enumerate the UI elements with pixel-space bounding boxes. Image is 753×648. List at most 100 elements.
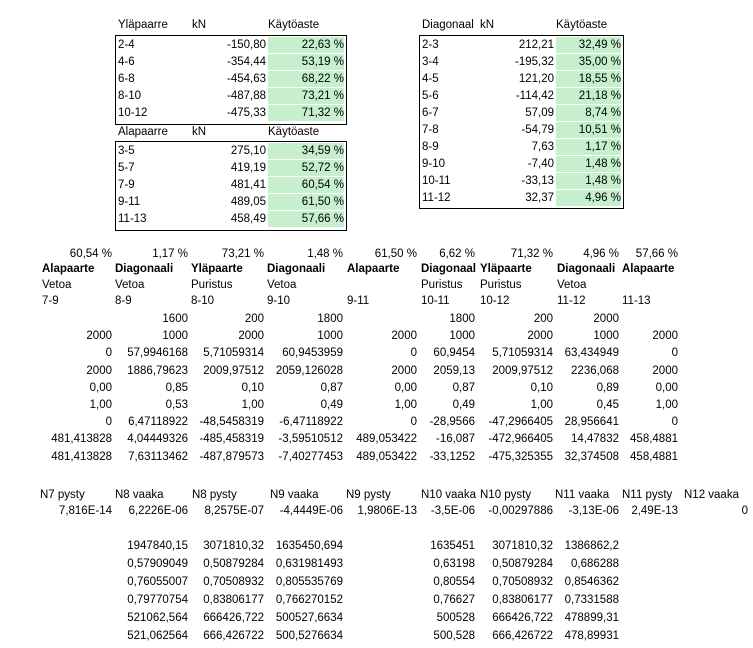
diagonaali-cell-usage[interactable]: 32,49 % xyxy=(556,37,621,53)
calc-node[interactable]: 8-9 xyxy=(115,295,132,307)
bottom-left-value[interactable]: 1635450,694 xyxy=(275,540,343,552)
bottom-left-value[interactable]: 666426,722 xyxy=(203,612,264,624)
calc-value[interactable]: 1600 xyxy=(162,313,188,325)
diagonaali-cell-usage[interactable]: 1,17 % xyxy=(556,139,621,155)
calc-percent[interactable]: 57,66 % xyxy=(635,248,678,260)
bottom-right-value[interactable]: 0,7331588 xyxy=(564,594,619,606)
alapaarre-cell-member[interactable]: 9-11 xyxy=(118,196,141,208)
calc-value[interactable]: 0 xyxy=(671,416,678,429)
bottom-left-value[interactable]: 0,631981493 xyxy=(275,558,343,570)
ylapaarre-cell-member[interactable]: 8-10 xyxy=(118,90,142,102)
ylapaarre-cell-kn[interactable]: -354,44 xyxy=(226,56,266,68)
calc-value[interactable]: 2000 xyxy=(391,364,417,377)
diagonaali-cell-kn[interactable]: 32,37 xyxy=(525,192,554,204)
bottom-left-value[interactable]: 1947840,15 xyxy=(127,540,188,552)
calc-value[interactable]: 1800 xyxy=(317,313,343,325)
calc-percent[interactable]: 60,54 % xyxy=(69,248,112,260)
diagonaali-cell-member[interactable]: 4-5 xyxy=(422,73,439,85)
calc-value[interactable]: 1800 xyxy=(449,313,475,325)
diagonaali-cell-usage[interactable]: 21,18 % xyxy=(556,88,621,104)
bottom-left-value[interactable]: 0,79770754 xyxy=(127,594,188,606)
calc-value[interactable]: 0,49 xyxy=(452,399,475,411)
calc-value[interactable]: 5,71059314 xyxy=(203,347,264,360)
calc-value[interactable]: 1000 xyxy=(593,330,619,343)
calc-node[interactable]: 9-10 xyxy=(267,295,291,307)
bottom-left-value[interactable]: 500,5276634 xyxy=(275,630,343,642)
calc-value[interactable]: -16,087 xyxy=(435,433,475,446)
ylapaarre-cell-usage[interactable]: 68,22 % xyxy=(268,71,344,87)
calc-value[interactable]: -487,879573 xyxy=(199,450,264,463)
diagonaali-cell-usage[interactable]: 18,55 % xyxy=(556,71,621,87)
calc-load-type[interactable]: Puristus xyxy=(191,279,233,291)
alapaarre-cell-member[interactable]: 7-9 xyxy=(118,179,135,191)
calc-percent[interactable]: 1,48 % xyxy=(307,248,343,260)
n-value[interactable]: -4,4449E-06 xyxy=(279,505,343,517)
calc-value[interactable]: 2000 xyxy=(652,330,678,343)
calc-percent[interactable]: 61,50 % xyxy=(374,248,417,260)
calc-value[interactable]: -28,9566 xyxy=(429,416,475,429)
calc-value[interactable]: 481,413828 xyxy=(51,450,112,463)
calc-value[interactable]: 0 xyxy=(671,347,678,360)
alapaarre-cell-usage[interactable]: 57,66 % xyxy=(268,211,344,227)
calc-load-type[interactable]: Vetoa xyxy=(115,279,145,291)
calc-value[interactable]: 1,00 xyxy=(241,399,264,411)
calc-value[interactable]: 60,9454 xyxy=(433,347,475,360)
bottom-left-value[interactable]: 0,766270152 xyxy=(275,594,343,606)
calc-value[interactable] xyxy=(40,311,112,327)
bottom-right-value[interactable]: 0,50879284 xyxy=(492,558,553,570)
diagonaali-cell-kn[interactable]: -114,42 xyxy=(515,90,554,102)
calc-value[interactable]: 1886,79623 xyxy=(127,364,188,377)
diagonaali-cell-member[interactable]: 6-7 xyxy=(422,107,439,119)
diagonaali-cell-member[interactable]: 9-10 xyxy=(422,158,446,170)
calc-value[interactable]: 200 xyxy=(533,313,553,325)
calc-node[interactable]: 10-12 xyxy=(480,295,510,307)
calc-value[interactable]: 2000 xyxy=(593,313,619,325)
ylapaarre-cell-member[interactable]: 2-4 xyxy=(118,39,135,51)
calc-value[interactable]: 0,85 xyxy=(165,381,188,394)
calc-node[interactable]: 11-13 xyxy=(622,295,651,307)
ylapaarre-cell-kn[interactable]: -150,80 xyxy=(226,39,266,51)
alapaarre-cell-kn[interactable]: 489,05 xyxy=(230,196,266,208)
diagonaali-cell-member[interactable]: 5-6 xyxy=(422,90,439,102)
calc-node[interactable]: 7-9 xyxy=(42,295,59,307)
calc-node[interactable]: 11-12 xyxy=(557,295,586,307)
calc-value[interactable]: 489,053422 xyxy=(356,450,417,463)
ylapaarre-cell-usage[interactable]: 71,32 % xyxy=(268,105,344,121)
calc-value[interactable]: -472,966405 xyxy=(488,433,553,446)
bottom-right-value[interactable]: 0,76627 xyxy=(433,594,475,606)
diagonaali-cell-member[interactable]: 2-3 xyxy=(422,39,439,51)
alapaarre-cell-kn[interactable]: 458,49 xyxy=(230,213,266,225)
calc-load-type[interactable] xyxy=(622,277,680,293)
calc-value[interactable]: 0,10 xyxy=(241,381,264,394)
calc-load-type[interactable] xyxy=(347,277,419,293)
calc-value[interactable]: 5,71059314 xyxy=(492,347,553,360)
alapaarre-cell-kn[interactable]: 275,10 xyxy=(230,145,266,157)
alapaarre-cell-kn[interactable]: 419,19 xyxy=(230,162,266,174)
calc-percent[interactable]: 4,96 % xyxy=(583,248,619,260)
calc-value[interactable]: 2000 xyxy=(238,330,264,343)
diagonaali-cell-usage[interactable]: 1,48 % xyxy=(556,156,621,172)
diagonaali-cell-kn[interactable]: -7,40 xyxy=(527,158,554,170)
bottom-right-value[interactable]: 478899,31 xyxy=(564,612,619,624)
calc-value[interactable]: 2000 xyxy=(86,364,112,377)
calc-value[interactable]: 1000 xyxy=(317,330,343,343)
calc-load-type[interactable]: Vetoa xyxy=(267,279,297,291)
calc-value[interactable]: 0,00 xyxy=(655,381,678,394)
diagonaali-cell-member[interactable]: 3-4 xyxy=(422,56,439,68)
ylapaarre-cell-kn[interactable]: -475,33 xyxy=(226,107,266,119)
calc-value[interactable]: 1,00 xyxy=(655,399,678,411)
n-value[interactable]: -3,5E-06 xyxy=(430,505,475,517)
bottom-right-value[interactable]: 0,80554 xyxy=(433,576,475,588)
alapaarre-cell-member[interactable]: 3-5 xyxy=(118,145,135,157)
calc-value[interactable]: 60,9453959 xyxy=(282,347,343,360)
calc-value[interactable]: 0,10 xyxy=(530,381,553,394)
alapaarre-cell-usage[interactable]: 34,59 % xyxy=(268,143,344,159)
diagonaali-cell-kn[interactable]: -33,13 xyxy=(521,175,554,187)
calc-value[interactable]: 57,9946168 xyxy=(127,347,188,360)
ylapaarre-cell-member[interactable]: 10-12 xyxy=(118,107,148,119)
bottom-right-value[interactable]: 1386862,2 xyxy=(564,540,619,552)
calc-value[interactable]: 0 xyxy=(410,416,417,429)
calc-percent[interactable]: 73,21 % xyxy=(221,248,264,260)
ylapaarre-cell-member[interactable]: 4-6 xyxy=(118,56,135,68)
calc-value[interactable]: 2000 xyxy=(86,330,112,343)
